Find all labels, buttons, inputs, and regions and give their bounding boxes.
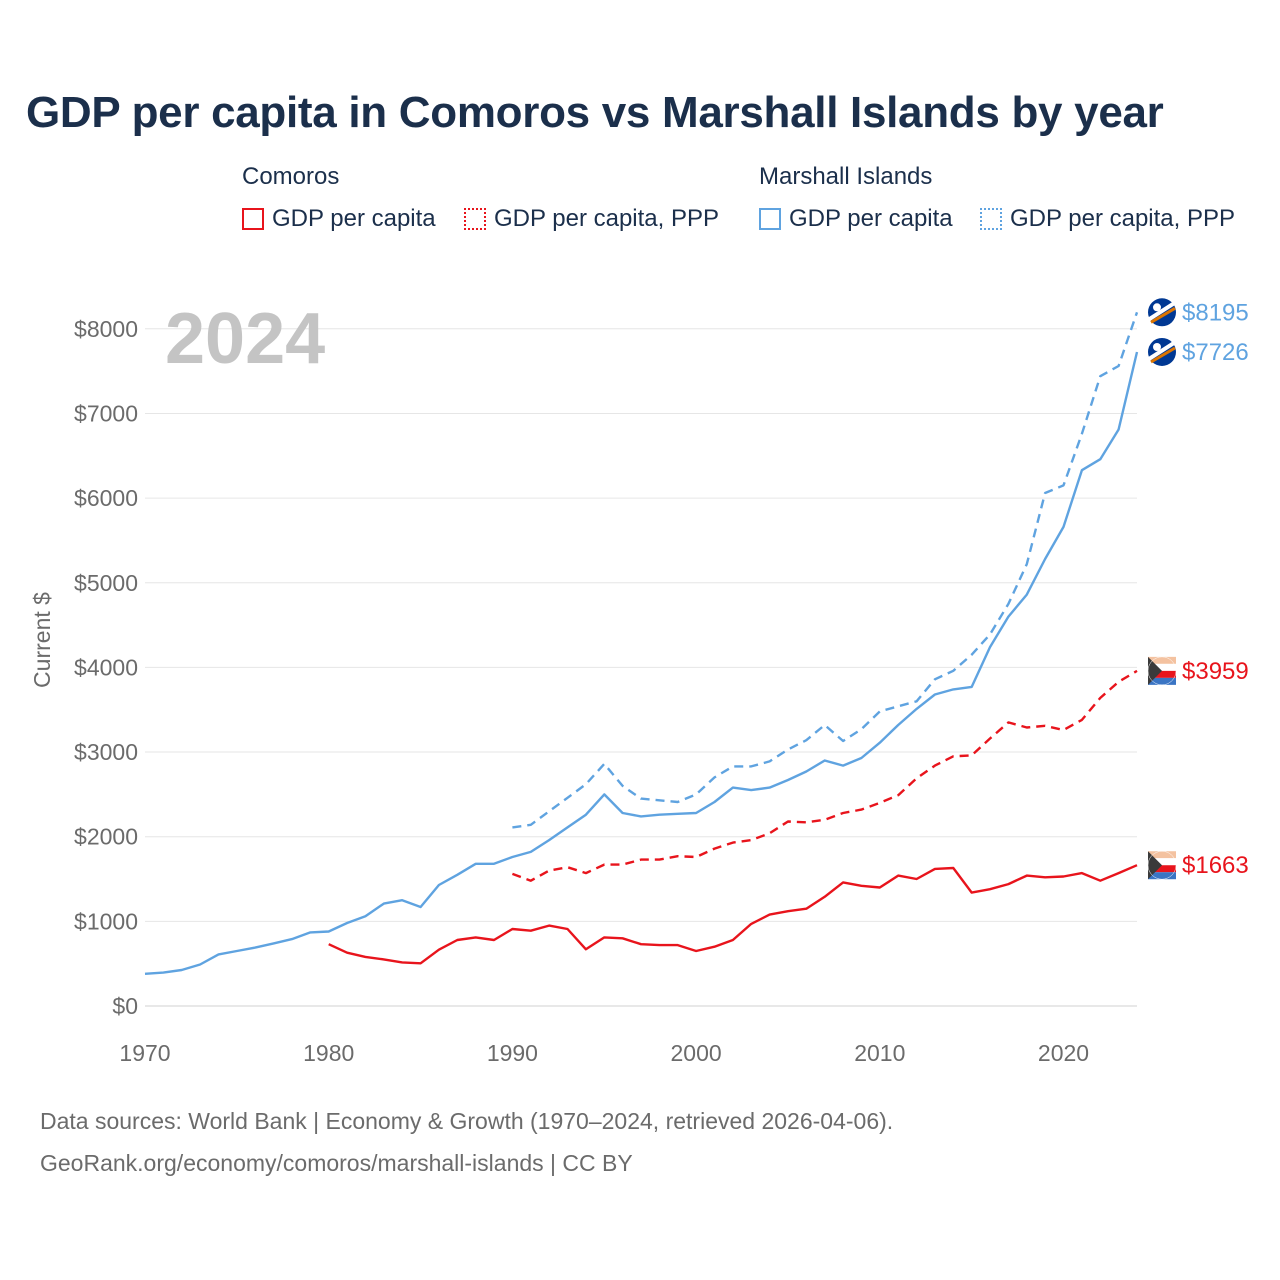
- source-line-1: Data sources: World Bank | Economy & Gro…: [40, 1108, 894, 1134]
- marshall-islands-flag-icon: [1147, 337, 1176, 366]
- legend-swatch-dotted-red: [464, 208, 486, 230]
- x-tick-label: 2000: [671, 1040, 722, 1066]
- legend-label: GDP per capita, PPP: [1010, 205, 1235, 232]
- marshall-islands-flag-icon: [1147, 298, 1176, 327]
- year-watermark: 2024: [165, 299, 325, 379]
- end-value-label: $3959: [1182, 658, 1249, 685]
- gridlines: [145, 328, 1137, 1007]
- series-line-0[interactable]: [512, 311, 1139, 829]
- y-tick-label: $8000: [74, 316, 138, 342]
- series-line-3[interactable]: [328, 864, 1138, 965]
- legend-item-marshall-gdp-ppp[interactable]: GDP per capita, PPP: [980, 205, 1235, 233]
- legend-label: GDP per capita: [789, 205, 953, 232]
- end-value-label: $1663: [1182, 852, 1249, 879]
- y-tick-label: $3000: [74, 739, 138, 765]
- legend-group-comoros: Comoros: [242, 163, 340, 190]
- chart-title: GDP per capita in Comoros vs Marshall Is…: [26, 88, 1164, 137]
- legend-item-marshall-gdp[interactable]: GDP per capita: [759, 205, 953, 233]
- source-line-2[interactable]: GeoRank.org/economy/comoros/marshall-isl…: [40, 1150, 633, 1176]
- legend-group-marshall-islands: Marshall Islands: [759, 163, 933, 190]
- legend-label: GDP per capita: [272, 205, 436, 232]
- x-axis: 1970 1980 1990 2000 2010 2020: [119, 1040, 1089, 1066]
- y-tick-label: $0: [112, 993, 138, 1019]
- y-tick-label: $4000: [74, 654, 138, 680]
- comoros-flag-icon: [1147, 656, 1177, 686]
- x-tick-label: 2020: [1038, 1040, 1089, 1066]
- x-tick-label: 1970: [119, 1040, 170, 1066]
- legend-swatch-solid-blue: [759, 208, 781, 230]
- series-line-1[interactable]: [144, 351, 1139, 975]
- end-markers: $8195 $7726 $3959 $1663: [1147, 298, 1249, 880]
- y-tick-label: $6000: [74, 485, 138, 511]
- comoros-flag-icon: [1147, 850, 1177, 880]
- y-axis: $0 $1000 $2000 $3000 $4000 $5000 $6000 $7000 $80…: [74, 316, 138, 1019]
- y-axis-label: Current $: [29, 592, 55, 688]
- y-tick-label: $2000: [74, 824, 138, 850]
- legend-item-comoros-gdp[interactable]: GDP per capita: [242, 205, 436, 233]
- legend-label: GDP per capita, PPP: [494, 205, 719, 232]
- y-tick-label: $5000: [74, 570, 138, 596]
- x-tick-label: 2010: [854, 1040, 905, 1066]
- series-lines: [144, 311, 1139, 975]
- y-tick-label: $1000: [74, 908, 138, 934]
- legend-swatch-dotted-blue: [980, 208, 1002, 230]
- series-line-2[interactable]: [511, 669, 1138, 882]
- x-tick-label: 1980: [303, 1040, 354, 1066]
- legend-swatch-solid-red: [242, 208, 264, 230]
- end-value-label: $7726: [1182, 339, 1249, 366]
- y-tick-label: $7000: [74, 400, 138, 426]
- end-value-label: $8195: [1182, 299, 1249, 326]
- legend-item-comoros-gdp-ppp[interactable]: GDP per capita, PPP: [464, 205, 719, 233]
- x-tick-label: 1990: [487, 1040, 538, 1066]
